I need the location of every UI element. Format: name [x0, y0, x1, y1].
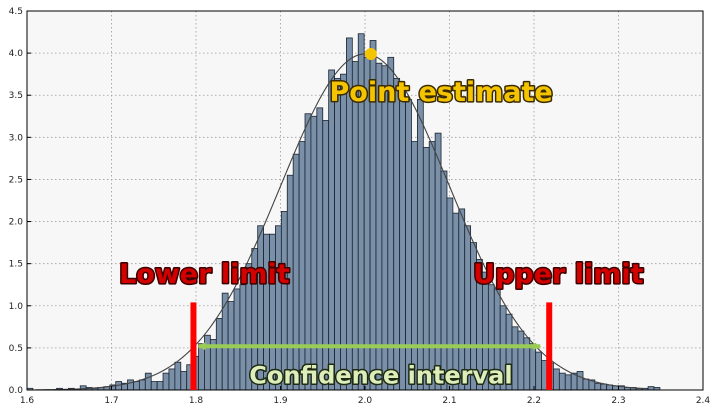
- histogram-bar: [150, 381, 158, 391]
- histogram-bar: [582, 378, 590, 391]
- histogram-bar: [138, 379, 146, 391]
- histogram-bar: [292, 153, 300, 391]
- histogram-bar: [375, 62, 383, 391]
- histogram-bar: [204, 334, 211, 391]
- y-tick-label: 4.5: [9, 7, 23, 17]
- histogram-bar: [428, 141, 436, 391]
- histogram-bar: [434, 132, 442, 391]
- y-tick-label: 2.0: [9, 218, 24, 228]
- x-tick-label: 2.1: [442, 396, 456, 406]
- y-tick-label: 3.0: [9, 133, 24, 143]
- y-tick-label: 1.5: [9, 260, 23, 270]
- histogram-bar: [156, 381, 164, 391]
- y-tick-label: 3.5: [9, 91, 23, 101]
- y-tick-label: 4.0: [9, 49, 24, 59]
- histogram-bar: [162, 372, 170, 391]
- confidence-interval-label: Confidence interval: [249, 361, 512, 389]
- histogram-bar: [133, 381, 140, 391]
- histogram-bar: [328, 69, 335, 391]
- axis-ticks: 1.6 1.7 1.8 1.9 2.0 2.1 2.2 2.3 2.4 0.0 0.5 1.0 1.5 2…: [9, 7, 711, 406]
- histogram-bar: [564, 374, 572, 391]
- histogram-bar: [535, 351, 543, 391]
- histogram-bar: [558, 372, 566, 391]
- histogram-bar: [576, 371, 584, 391]
- x-tick-label: 1.7: [104, 396, 118, 406]
- y-tick-label: 0.5: [9, 344, 23, 354]
- histogram-bar: [422, 147, 430, 391]
- histogram-bar: [351, 61, 359, 391]
- y-tick-label: 1.0: [9, 302, 24, 312]
- histogram-bar: [215, 318, 223, 391]
- histogram-bar: [411, 141, 418, 391]
- histogram-bar: [600, 383, 608, 391]
- histogram-bar: [334, 77, 341, 391]
- histogram-bar: [174, 361, 182, 391]
- x-tick-label: 1.8: [189, 396, 204, 406]
- upper-limit-label: Upper limit: [473, 259, 644, 290]
- x-tick-label: 2.2: [527, 396, 541, 406]
- x-tick-label: 2.3: [611, 396, 625, 406]
- histogram-bar: [322, 120, 330, 391]
- x-tick-label: 1.6: [20, 396, 35, 406]
- upper-limit-marker: [546, 302, 553, 390]
- histogram-bar: [440, 170, 448, 391]
- histogram-bar: [298, 141, 306, 391]
- y-tick-label: 2.5: [9, 175, 23, 185]
- annotations: Point estimate Lower limit Upper limit C…: [118, 47, 645, 391]
- histogram-bar: [511, 326, 519, 391]
- x-tick-label: 2.4: [696, 396, 711, 406]
- lower-limit-label: Lower limit: [119, 259, 290, 290]
- x-tick-label: 2.0: [358, 396, 373, 406]
- histogram-bar: [79, 385, 87, 391]
- histogram-bar: [168, 368, 176, 391]
- histogram-bar: [381, 65, 389, 391]
- histogram-bar: [198, 343, 205, 391]
- density-curve: [35, 53, 644, 391]
- histogram-bar: [127, 379, 134, 391]
- histogram-bar: [340, 73, 347, 391]
- histogram-bar: [594, 382, 602, 391]
- histogram-bar: [144, 372, 152, 391]
- point-estimate-label: Point estimate: [330, 77, 553, 108]
- histogram-bar: [529, 343, 537, 391]
- histogram-bar: [553, 368, 560, 391]
- histogram-bar: [393, 77, 401, 391]
- x-tick-label: 1.9: [273, 396, 288, 406]
- histogram-bar: [233, 288, 241, 391]
- histogram-bar: [517, 330, 525, 391]
- histogram-bar: [180, 371, 188, 391]
- y-tick-label: 0.0: [9, 386, 24, 396]
- histogram-bar: [647, 386, 655, 391]
- histogram-bar: [239, 284, 247, 391]
- histogram-bar: [310, 115, 318, 391]
- lower-limit-marker: [190, 302, 197, 390]
- point-estimate-marker: [364, 47, 377, 60]
- histogram-bar: [304, 113, 312, 391]
